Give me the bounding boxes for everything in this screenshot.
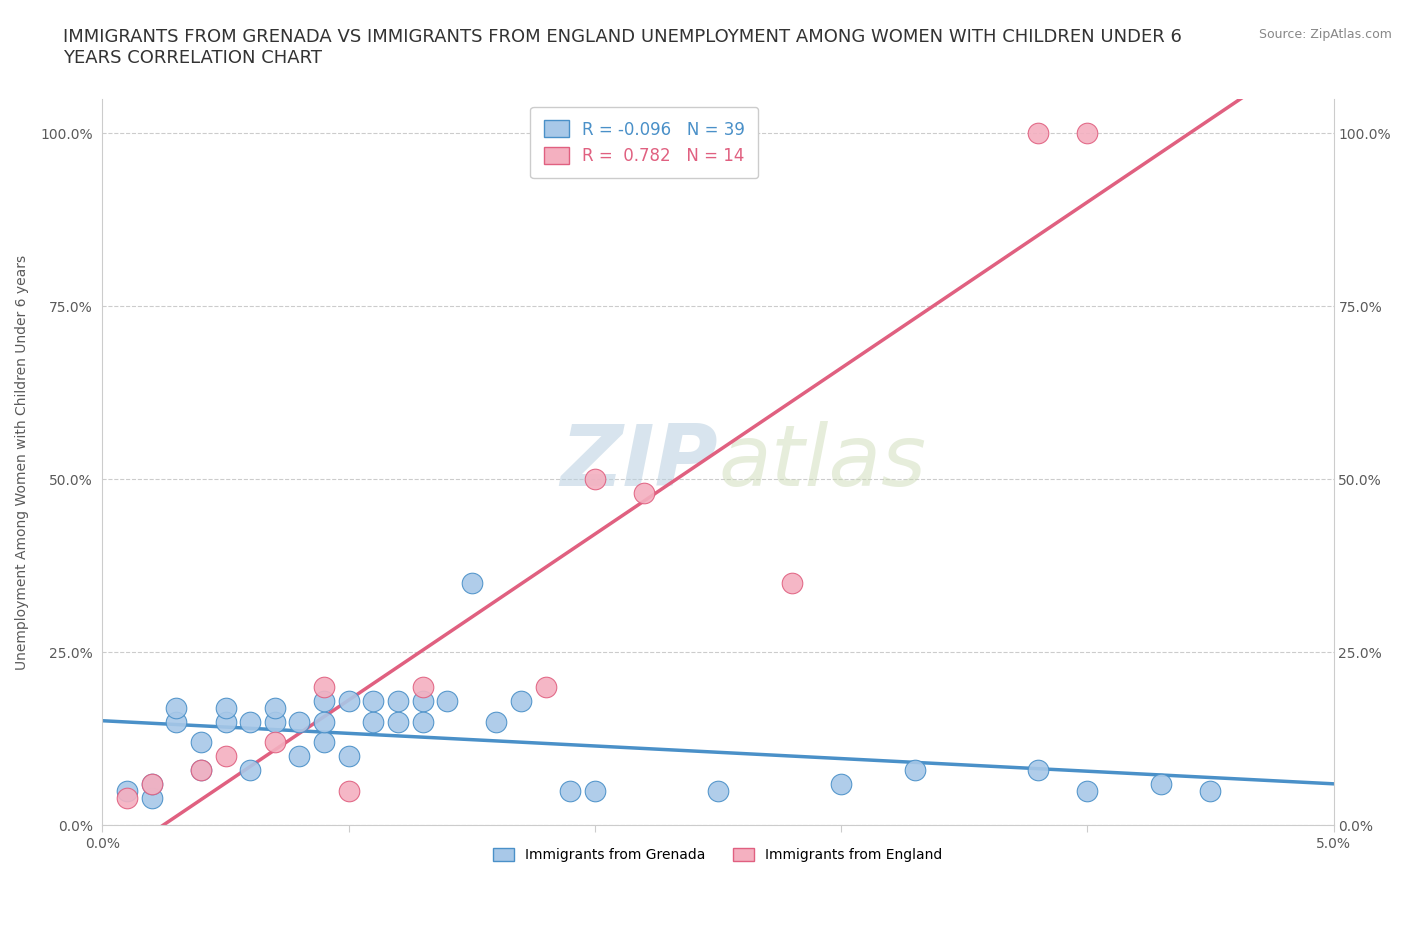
- Point: [263, 714, 285, 729]
- Point: [436, 693, 458, 708]
- Point: [214, 700, 236, 715]
- Point: [412, 693, 434, 708]
- Text: atlas: atlas: [718, 420, 927, 503]
- Point: [141, 790, 163, 805]
- Point: [707, 783, 730, 798]
- Point: [141, 777, 163, 791]
- Y-axis label: Unemployment Among Women with Children Under 6 years: Unemployment Among Women with Children U…: [15, 255, 30, 670]
- Point: [1026, 763, 1049, 777]
- Point: [1150, 777, 1173, 791]
- Point: [337, 783, 360, 798]
- Point: [115, 783, 138, 798]
- Point: [1199, 783, 1222, 798]
- Point: [190, 763, 212, 777]
- Point: [387, 714, 409, 729]
- Point: [633, 485, 655, 500]
- Point: [560, 783, 582, 798]
- Legend: Immigrants from Grenada, Immigrants from England: Immigrants from Grenada, Immigrants from…: [486, 842, 949, 870]
- Point: [288, 749, 311, 764]
- Point: [1026, 126, 1049, 140]
- Point: [288, 714, 311, 729]
- Point: [904, 763, 927, 777]
- Point: [141, 777, 163, 791]
- Point: [190, 763, 212, 777]
- Point: [412, 714, 434, 729]
- Point: [165, 714, 187, 729]
- Point: [312, 735, 335, 750]
- Point: [263, 735, 285, 750]
- Point: [461, 576, 484, 591]
- Text: ZIP: ZIP: [561, 420, 718, 503]
- Point: [1076, 783, 1098, 798]
- Point: [165, 700, 187, 715]
- Point: [534, 680, 557, 695]
- Point: [583, 472, 606, 486]
- Point: [412, 680, 434, 695]
- Point: [485, 714, 508, 729]
- Point: [312, 680, 335, 695]
- Text: Source: ZipAtlas.com: Source: ZipAtlas.com: [1258, 28, 1392, 41]
- Point: [361, 714, 384, 729]
- Point: [214, 749, 236, 764]
- Point: [780, 576, 803, 591]
- Point: [312, 714, 335, 729]
- Point: [337, 749, 360, 764]
- Point: [337, 693, 360, 708]
- Point: [239, 763, 262, 777]
- Text: IMMIGRANTS FROM GRENADA VS IMMIGRANTS FROM ENGLAND UNEMPLOYMENT AMONG WOMEN WITH: IMMIGRANTS FROM GRENADA VS IMMIGRANTS FR…: [63, 28, 1182, 67]
- Point: [239, 714, 262, 729]
- Point: [830, 777, 852, 791]
- Point: [387, 693, 409, 708]
- Point: [190, 735, 212, 750]
- Point: [361, 693, 384, 708]
- Point: [1076, 126, 1098, 140]
- Point: [263, 700, 285, 715]
- Point: [510, 693, 533, 708]
- Point: [312, 693, 335, 708]
- Point: [115, 790, 138, 805]
- Point: [583, 783, 606, 798]
- Point: [214, 714, 236, 729]
